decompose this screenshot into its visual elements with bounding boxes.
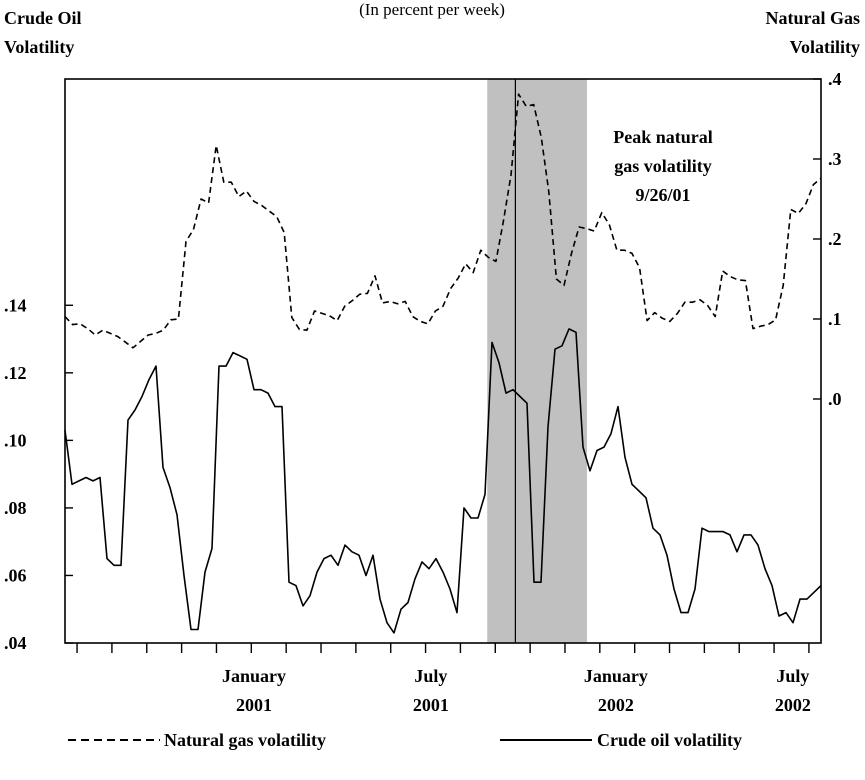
right-axis-title-line1: Natural Gas <box>766 8 861 28</box>
natural-gas-volatility-line <box>64 93 822 349</box>
left-tick-label: .12 <box>4 363 27 383</box>
annotation-line1: Peak natural <box>613 127 713 147</box>
x-tick-label-month: January <box>584 666 648 686</box>
annotation-line3: 9/26/01 <box>635 185 690 205</box>
right-axis: .0 .1 .2 .3 .4 <box>813 69 842 409</box>
crude-oil-volatility-line <box>64 328 822 634</box>
legend: Natural gas volatility Crude oil volatil… <box>68 730 742 750</box>
left-tick-label: .14 <box>4 295 27 315</box>
right-axis-title-line2: Volatility <box>790 37 860 57</box>
x-tick-label-year: 2001 <box>413 695 449 715</box>
right-tick-label: .4 <box>828 69 842 89</box>
right-tick-label: .1 <box>828 309 842 329</box>
series-layer <box>64 93 822 634</box>
legend-gas-label: Natural gas volatility <box>164 730 326 750</box>
x-tick-label-month: July <box>414 666 447 686</box>
shaded-period <box>487 79 587 643</box>
right-tick-label: .3 <box>828 149 842 169</box>
chart-subtitle: (In percent per week) <box>359 0 505 19</box>
x-tick-label-year: 2002 <box>775 695 811 715</box>
left-tick-label: .04 <box>4 633 27 653</box>
x-tick-label-year: 2001 <box>236 695 272 715</box>
legend-oil-label: Crude oil volatility <box>597 730 742 750</box>
left-tick-label: .10 <box>4 430 27 450</box>
x-tick-label-month: January <box>222 666 286 686</box>
right-tick-label: .0 <box>828 389 842 409</box>
left-tick-label: .08 <box>4 498 27 518</box>
right-tick-label: .2 <box>828 229 842 249</box>
left-axis-title-line1: Crude Oil <box>4 8 82 28</box>
left-tick-label: .06 <box>4 565 27 585</box>
plot-frame <box>64 78 822 644</box>
left-axis: .04 .06 .08 .10 .12 .14 <box>4 295 73 653</box>
x-tick-label-year: 2002 <box>598 695 634 715</box>
x-axis: January 2001 July 2001 January 2002 July 2002 <box>76 643 811 715</box>
left-axis-title-line2: Volatility <box>4 37 74 57</box>
annotation-line2: gas volatility <box>614 156 712 176</box>
x-tick-label-month: July <box>776 666 809 686</box>
